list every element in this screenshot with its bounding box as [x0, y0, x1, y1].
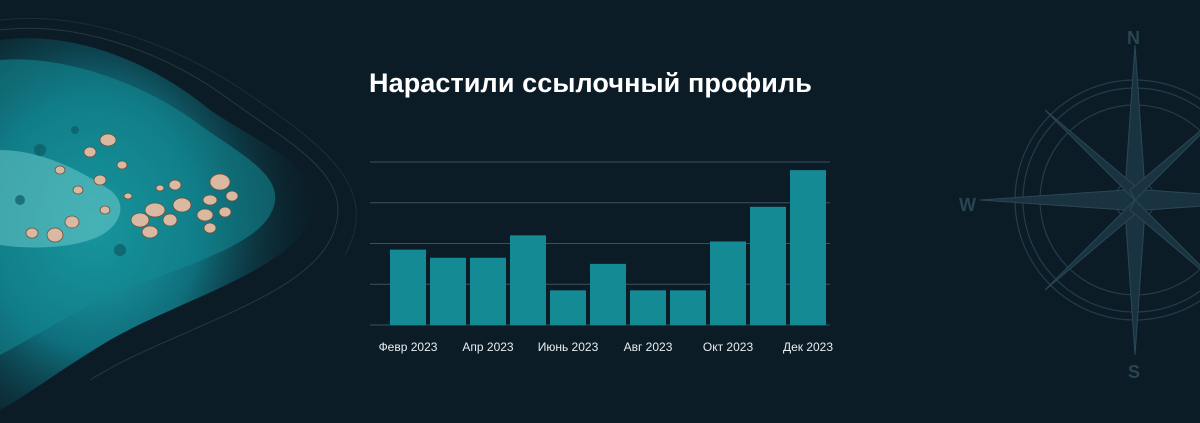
x-tick-label: Дек 2023	[783, 340, 833, 354]
chart-x-tick-labels: Февр 2023 Апр 2023 Июнь 2023 Авг 2023 Окт 20…	[379, 340, 834, 354]
bar	[750, 206, 786, 325]
compass-rose-decoration: N W S	[959, 28, 1200, 382]
bar	[510, 235, 546, 325]
island-aerial-illustration	[0, 17, 357, 410]
chart-title: Нарастили ссылочный профиль	[369, 68, 812, 98]
chart-bars	[390, 170, 826, 325]
x-tick-label: Февр 2023	[379, 340, 438, 354]
compass-letter-n: N	[1127, 28, 1140, 48]
bar	[390, 249, 426, 325]
x-tick-label: Окт 2023	[703, 340, 754, 354]
compass-letter-s: S	[1128, 362, 1140, 382]
x-tick-label: Авг 2023	[624, 340, 673, 354]
bar	[630, 290, 666, 325]
compass-letter-w: W	[959, 195, 976, 215]
x-tick-label: Июнь 2023	[538, 340, 599, 354]
bar	[430, 257, 466, 325]
x-tick-label: Апр 2023	[462, 340, 514, 354]
bar	[670, 290, 706, 325]
compass-north-label: N	[1127, 28, 1140, 48]
compass-west-label: W	[959, 195, 976, 215]
bar	[550, 290, 586, 325]
bar-chart: Февр 2023 Апр 2023 Июнь 2023 Авг 2023 Окт 20…	[370, 161, 834, 354]
bar	[590, 263, 626, 325]
bar	[790, 170, 826, 325]
bar	[470, 257, 506, 325]
compass-south-label: S	[1128, 362, 1140, 382]
bar	[710, 241, 746, 325]
